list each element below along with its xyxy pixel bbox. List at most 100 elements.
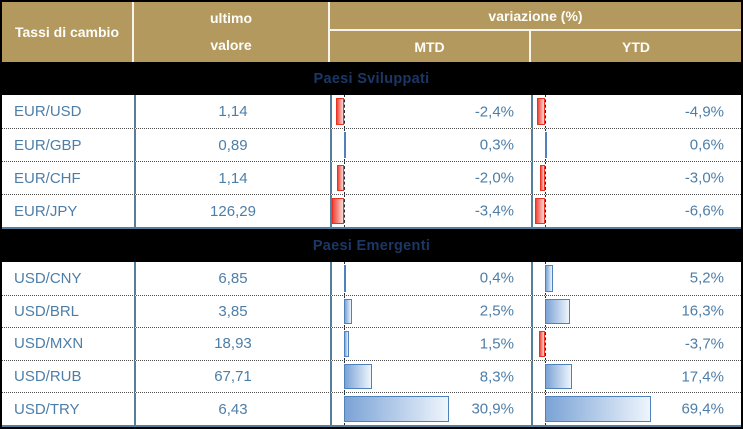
currency-pair-label: EUR/CHF (14, 169, 81, 187)
table-row: USD/TRY 6,43 30,9% 69,4% (2, 392, 741, 425)
ytd-cell: -3,0% (531, 162, 741, 194)
mtd-value: 30,9% (471, 400, 514, 418)
mtd-value: 1,5% (479, 335, 514, 353)
zero-axis-line (343, 95, 345, 128)
mtd-cell: 1,5% (330, 328, 531, 360)
ytd-value: -3,0% (684, 169, 724, 187)
currency-pair-label: USD/TRY (14, 400, 80, 418)
ytd-databar (534, 198, 545, 224)
mtd-databar (343, 396, 450, 422)
currency-pair-label: EUR/USD (14, 103, 82, 120)
ytd-databar (539, 331, 545, 357)
section-header: Paesi Sviluppati (2, 62, 741, 95)
mtd-value: -3,4% (474, 202, 514, 220)
last-value: 0,89 (134, 129, 330, 161)
last-value: 126,29 (134, 195, 330, 227)
last-value: 3,85 (134, 295, 330, 328)
last-value: 6,85 (134, 262, 330, 295)
ytd-cell: 0,6% (531, 129, 741, 161)
ytd-databar (544, 298, 570, 325)
ytd-databar (544, 396, 652, 422)
mtd-value: 0,3% (479, 136, 514, 154)
zero-axis-line (544, 95, 546, 128)
header-mtd: MTD (330, 31, 531, 62)
ytd-databar (544, 132, 547, 158)
currency-pair-label: USD/BRL (14, 302, 80, 320)
zero-axis-line (343, 162, 345, 194)
mtd-cell: -3,4% (330, 195, 531, 227)
mtd-value: 0,4% (479, 269, 514, 287)
zero-axis-line (544, 195, 546, 227)
mtd-cell: 0,3% (330, 129, 531, 161)
last-value: 1,14 (134, 95, 330, 128)
mtd-cell: 0,4% (330, 262, 531, 295)
table-row: USD/RUB 67,71 8,3% 17,4% (2, 359, 741, 393)
mtd-value: 2,5% (479, 302, 514, 320)
last-value: 18,93 (134, 328, 330, 360)
mtd-databar (343, 298, 353, 325)
ytd-cell: 69,4% (531, 393, 741, 425)
header-ytd: YTD (622, 38, 650, 55)
ytd-value: 17,4% (681, 368, 724, 386)
header-variation-subcolumns: MTD YTD (330, 31, 741, 62)
table-row: USD/MXN 18,93 1,5% -3,7% (2, 327, 741, 360)
section-header: Paesi Emergenti (2, 229, 741, 262)
ytd-value: -6,6% (684, 202, 724, 220)
mtd-databar (332, 198, 344, 224)
currency-pair-label: USD/CNY (14, 269, 82, 287)
ytd-cell: 5,2% (531, 262, 741, 295)
section-rows: EUR/USD 1,14 -2,4% -4,9% EUR/GBP 0,89 0,3% 0,6%… (2, 95, 741, 229)
currency-pair-label: EUR/JPY (14, 202, 78, 220)
header-last-value-line1: ultimo (210, 10, 252, 26)
ytd-cell: -3,7% (531, 328, 741, 360)
mtd-databar (335, 98, 344, 125)
table-row: USD/BRL 3,85 2,5% 16,3% (2, 294, 741, 328)
table-row: EUR/JPY 126,29 -3,4% -6,6% (2, 194, 741, 227)
mtd-databar (343, 363, 373, 390)
zero-axis-line (544, 162, 546, 194)
ytd-value: 0,6% (689, 136, 724, 154)
table-row: EUR/GBP 0,89 0,3% 0,6% (2, 128, 741, 161)
table-body: Paesi Sviluppati EUR/USD 1,14 -2,4% -4,9% EUR… (2, 62, 741, 427)
header-variation: variazione (%) (330, 2, 741, 31)
last-value: 1,14 (134, 162, 330, 194)
mtd-value: -2,4% (474, 103, 514, 120)
zero-axis-line (544, 328, 546, 360)
mtd-cell: 2,5% (330, 295, 531, 328)
header-last-value: ultimo valore (134, 2, 330, 62)
mtd-databar (343, 331, 350, 357)
currency-pair-label: USD/MXN (14, 335, 84, 353)
ytd-value: 69,4% (681, 400, 724, 418)
ytd-cell: 16,3% (531, 295, 741, 328)
ytd-databar (537, 98, 545, 125)
mtd-databar (343, 132, 346, 158)
ytd-databar (544, 363, 572, 390)
table-row: EUR/USD 1,14 -2,4% -4,9% (2, 95, 741, 128)
ytd-value: -3,7% (684, 335, 724, 353)
mtd-cell: -2,0% (330, 162, 531, 194)
table-row: EUR/CHF 1,14 -2,0% -3,0% (2, 161, 741, 194)
last-value: 67,71 (134, 360, 330, 393)
mtd-cell: 8,3% (330, 360, 531, 393)
header-variation-group: variazione (%) MTD YTD (330, 2, 741, 62)
mtd-cell: 30,9% (330, 393, 531, 425)
zero-axis-line (343, 195, 345, 227)
mtd-cell: -2,4% (330, 95, 531, 128)
table-row: USD/CNY 6,85 0,4% 5,2% (2, 262, 741, 295)
ytd-cell: -4,9% (531, 95, 741, 128)
header-last-value-line2: valore (210, 37, 252, 53)
currency-pair-label: USD/RUB (14, 368, 82, 386)
ytd-value: 5,2% (689, 269, 724, 287)
ytd-value: 16,3% (681, 302, 724, 320)
section-rows: USD/CNY 6,85 0,4% 5,2% USD/BRL 3,85 2,5% 16,3% U… (2, 262, 741, 427)
currency-pair-label: EUR/GBP (14, 136, 82, 154)
ytd-cell: 17,4% (531, 360, 741, 393)
last-value: 6,43 (134, 393, 330, 425)
ytd-cell: -6,6% (531, 195, 741, 227)
mtd-databar (343, 265, 346, 292)
ytd-databar (540, 165, 545, 191)
mtd-value: 8,3% (479, 368, 514, 386)
mtd-databar (337, 165, 344, 191)
header-title: Tassi di cambio (2, 2, 134, 62)
